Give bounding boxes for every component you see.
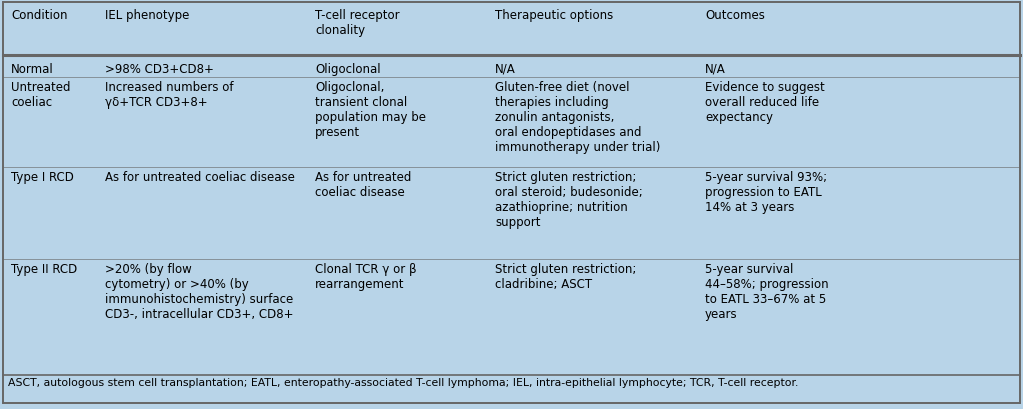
Text: Gluten-free diet (novel
therapies including
zonulin antagonists,
oral endopeptid: Gluten-free diet (novel therapies includ… — [495, 81, 661, 154]
Text: >20% (by flow
cytometry) or >40% (by
immunohistochemistry) surface
CD3-, intrace: >20% (by flow cytometry) or >40% (by imm… — [105, 262, 294, 320]
Text: As for untreated
coeliac disease: As for untreated coeliac disease — [315, 171, 411, 198]
Text: Evidence to suggest
overall reduced life
expectancy: Evidence to suggest overall reduced life… — [705, 81, 825, 124]
Text: Untreated
coeliac: Untreated coeliac — [11, 81, 71, 109]
Text: Therapeutic options: Therapeutic options — [495, 9, 613, 22]
Text: 5-year survival 93%;
progression to EATL
14% at 3 years: 5-year survival 93%; progression to EATL… — [705, 171, 828, 213]
Text: Oligoclonal,
transient clonal
population may be
present: Oligoclonal, transient clonal population… — [315, 81, 426, 139]
Text: ASCT, autologous stem cell transplantation; EATL, enteropathy-associated T-cell : ASCT, autologous stem cell transplantati… — [8, 377, 798, 387]
Text: Strict gluten restriction;
cladribine; ASCT: Strict gluten restriction; cladribine; A… — [495, 262, 636, 290]
Text: Increased numbers of
γδ+TCR CD3+8+: Increased numbers of γδ+TCR CD3+8+ — [105, 81, 233, 109]
Text: IEL phenotype: IEL phenotype — [105, 9, 189, 22]
Text: Condition: Condition — [11, 9, 68, 22]
Text: 5-year survival
44–58%; progression
to EATL 33–67% at 5
years: 5-year survival 44–58%; progression to E… — [705, 262, 829, 320]
Text: Outcomes: Outcomes — [705, 9, 765, 22]
Text: N/A: N/A — [705, 63, 725, 76]
Text: Type I RCD: Type I RCD — [11, 171, 74, 184]
Text: Normal: Normal — [11, 63, 54, 76]
Text: T-cell receptor
clonality: T-cell receptor clonality — [315, 9, 400, 37]
Text: Oligoclonal: Oligoclonal — [315, 63, 381, 76]
Text: N/A: N/A — [495, 63, 516, 76]
Text: Type II RCD: Type II RCD — [11, 262, 78, 275]
Text: Strict gluten restriction;
oral steroid; budesonide;
azathioprine; nutrition
sup: Strict gluten restriction; oral steroid;… — [495, 171, 642, 229]
Text: >98% CD3+CD8+: >98% CD3+CD8+ — [105, 63, 214, 76]
Text: Clonal TCR γ or β
rearrangement: Clonal TCR γ or β rearrangement — [315, 262, 416, 290]
Text: As for untreated coeliac disease: As for untreated coeliac disease — [105, 171, 295, 184]
